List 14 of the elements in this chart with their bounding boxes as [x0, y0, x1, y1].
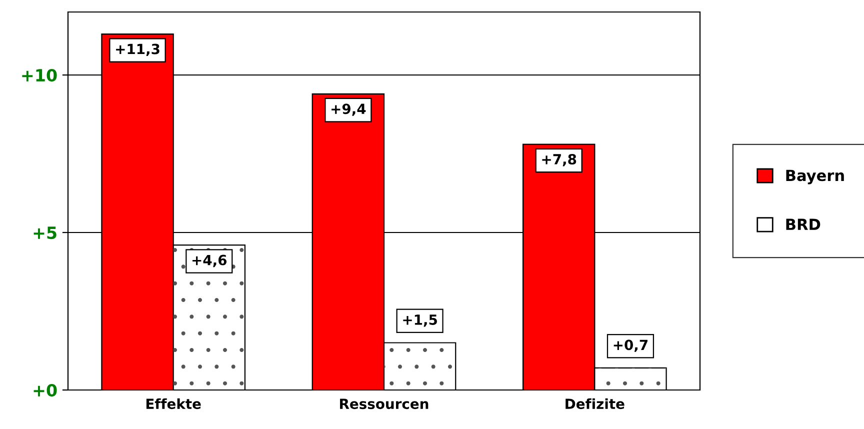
x-tick-label: Defizite: [566, 398, 624, 410]
data-label: +7,8: [542, 154, 576, 166]
y-tick-label: +5: [34, 226, 56, 240]
y-tick-label: +10: [22, 68, 57, 82]
data-label: +9,4: [332, 104, 366, 116]
y-tick-label: +0: [34, 384, 57, 397]
data-label: +0,7: [614, 340, 648, 352]
x-tick-label: Ressourcen: [340, 398, 428, 410]
data-label: +11,3: [116, 44, 160, 56]
legend-label: BRD: [786, 218, 820, 230]
x-tick-label: Effekte: [146, 398, 201, 410]
data-label: +4,6: [192, 254, 227, 268]
data-label: +1,5: [403, 314, 437, 327]
legend-label: Bayern: [786, 170, 844, 184]
